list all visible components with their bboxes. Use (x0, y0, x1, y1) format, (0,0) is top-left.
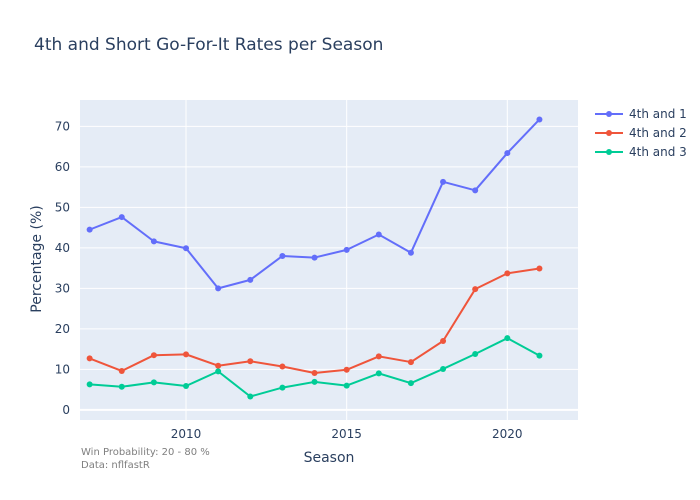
legend-item-4th-and-1[interactable]: 4th and 1 (595, 107, 687, 121)
data-point-4th-and-1 (215, 285, 222, 292)
data-point-4th-and-2 (375, 353, 382, 360)
data-point-4th-and-2 (183, 351, 190, 358)
legend-swatch-marker (606, 130, 612, 136)
data-point-4th-and-1 (86, 226, 93, 233)
y-tick-label: 20 (55, 322, 70, 336)
data-point-4th-and-1 (150, 238, 157, 245)
data-point-4th-and-2 (215, 362, 222, 369)
legend-swatch-marker (606, 149, 612, 155)
data-point-4th-and-1 (247, 276, 254, 283)
data-point-4th-and-2 (86, 355, 93, 362)
chart-title: 4th and Short Go-For-It Rates per Season (34, 35, 383, 55)
data-point-4th-and-2 (504, 270, 511, 277)
data-point-4th-and-1 (118, 214, 125, 221)
series-4th-and-1 (86, 116, 543, 292)
data-point-4th-and-3 (407, 380, 414, 387)
data-point-4th-and-2 (311, 370, 318, 377)
x-tick-label: 2020 (492, 427, 523, 441)
legend: 4th and 1 4th and 2 4th and 3 (595, 107, 687, 159)
data-point-4th-and-3 (118, 383, 125, 390)
y-tick-label: 0 (62, 403, 70, 417)
y-tick-label: 50 (55, 200, 70, 214)
data-point-4th-and-1 (504, 150, 511, 157)
data-point-4th-and-3 (440, 365, 447, 372)
legend-swatch-marker (606, 111, 612, 117)
data-point-4th-and-3 (247, 393, 254, 400)
data-point-4th-and-3 (279, 384, 286, 391)
data-point-4th-and-2 (407, 359, 414, 366)
y-tick-label: 30 (55, 281, 70, 295)
data-point-4th-and-3 (504, 335, 511, 342)
data-point-4th-and-2 (279, 363, 286, 370)
x-axis-title: Season (304, 450, 355, 466)
plot-area (80, 100, 578, 420)
data-point-4th-and-1 (375, 231, 382, 238)
data-point-4th-and-1 (472, 187, 479, 194)
x-axis-ticks: 2010 2015 2020 (171, 427, 523, 441)
y-tick-label: 60 (55, 160, 70, 174)
legend-label: 4th and 1 (629, 107, 687, 121)
data-point-4th-and-3 (86, 381, 93, 388)
data-point-4th-and-3 (375, 370, 382, 377)
data-point-4th-and-1 (407, 249, 414, 256)
data-point-4th-and-2 (150, 352, 157, 359)
series-4th-and-3 (86, 335, 543, 400)
legend-label: 4th and 3 (629, 145, 687, 159)
x-tick-label: 2015 (331, 427, 362, 441)
y-tick-label: 10 (55, 362, 70, 376)
data-point-4th-and-3 (343, 382, 350, 389)
annotation-data-source: Data: nflfastR (81, 460, 150, 471)
x-tick-label: 2010 (171, 427, 202, 441)
legend-item-4th-and-3[interactable]: 4th and 3 (595, 145, 687, 159)
data-point-4th-and-1 (279, 252, 286, 259)
data-point-4th-and-3 (215, 368, 222, 375)
data-point-4th-and-3 (472, 350, 479, 357)
data-point-4th-and-3 (183, 382, 190, 389)
series-layer (86, 116, 543, 400)
data-point-4th-and-2 (536, 265, 543, 272)
y-axis-ticks: 0 10 20 30 40 50 60 70 (55, 119, 70, 417)
annotation-win-probability: Win Probability: 20 - 80 % (81, 447, 210, 458)
data-point-4th-and-3 (150, 379, 157, 386)
data-point-4th-and-2 (247, 358, 254, 365)
data-point-4th-and-1 (311, 254, 318, 261)
data-point-4th-and-1 (536, 116, 543, 123)
data-point-4th-and-3 (311, 378, 318, 385)
y-tick-label: 70 (55, 119, 70, 133)
y-tick-label: 40 (55, 241, 70, 255)
data-point-4th-and-3 (536, 352, 543, 359)
y-axis-title: Percentage (%) (29, 205, 45, 312)
data-point-4th-and-2 (440, 338, 447, 345)
legend-label: 4th and 2 (629, 126, 687, 140)
data-point-4th-and-1 (440, 178, 447, 185)
data-point-4th-and-1 (183, 245, 190, 252)
data-point-4th-and-2 (118, 367, 125, 374)
legend-item-4th-and-2[interactable]: 4th and 2 (595, 126, 687, 140)
data-point-4th-and-1 (343, 246, 350, 253)
data-point-4th-and-2 (472, 286, 479, 293)
data-point-4th-and-2 (343, 366, 350, 373)
series-4th-and-2 (86, 265, 543, 377)
